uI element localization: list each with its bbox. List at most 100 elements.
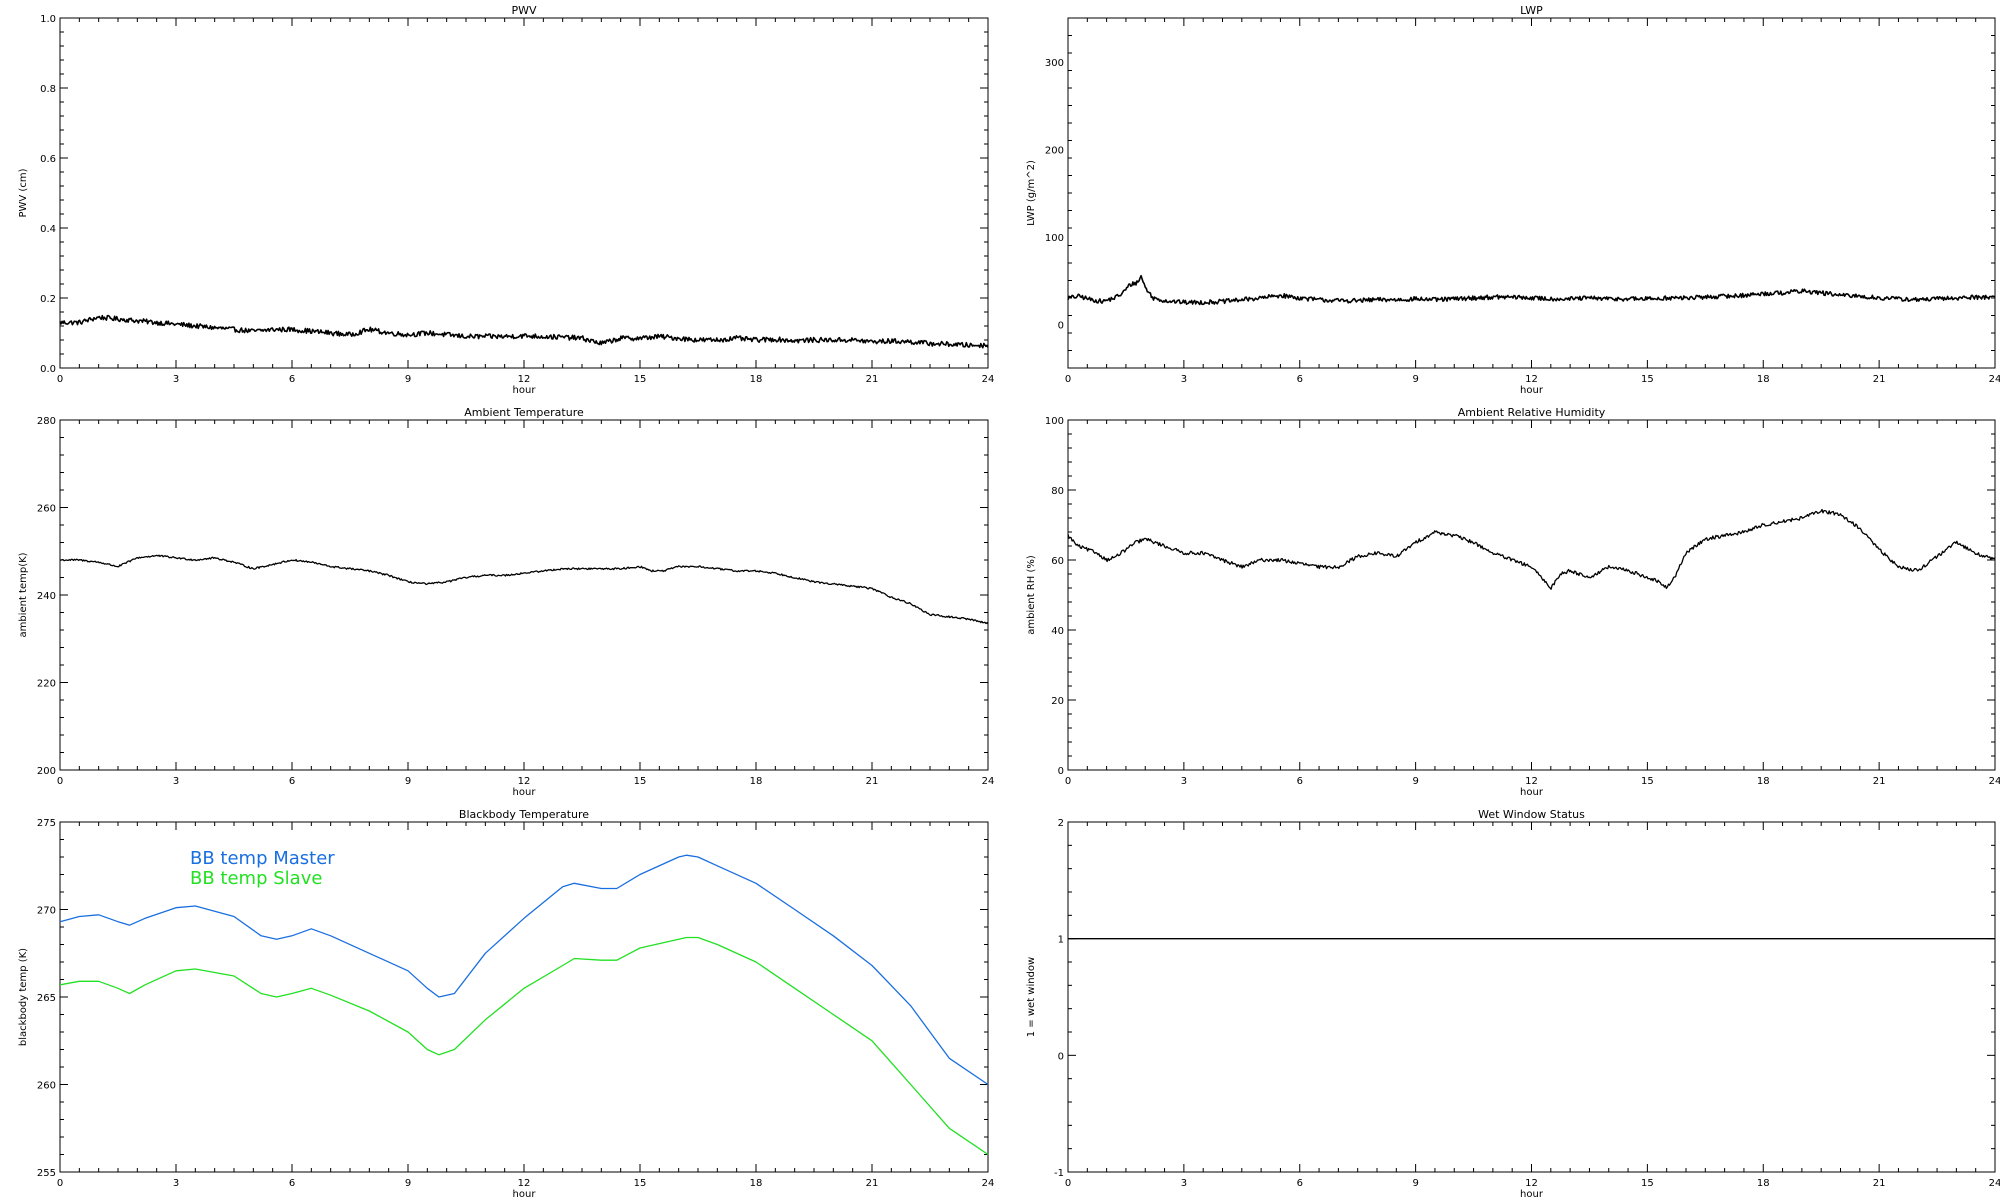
x-tick-label: 21 [1873, 374, 1886, 385]
y-tick-label: 0.8 [40, 84, 56, 95]
x-tick-label: 18 [750, 1178, 763, 1189]
y-tick-label: 40 [1051, 626, 1064, 637]
y-tick-label: 0.0 [40, 364, 56, 375]
x-tick-label: 15 [634, 374, 647, 385]
x-tick-label: 18 [750, 374, 763, 385]
chart-title: Blackbody Temperature [459, 808, 589, 821]
x-tick-label: 24 [982, 1178, 995, 1189]
y-tick-label: 200 [1045, 145, 1064, 156]
x-tick-label: 21 [866, 1178, 879, 1189]
plot-frame [1067, 419, 1996, 771]
y-tick-label: 275 [37, 818, 56, 829]
blackbody-temperature-chart: Blackbody Temperature 0 3 6 9 12 15 18 21 24 hour 2… [18, 808, 994, 1200]
pwv-chart: PWV 0 3 6 9 12 15 18 21 24 hour 0.0 0.2 0.4 0.6 0.8 1.0 P… [18, 4, 994, 396]
y-tick-label: 255 [37, 1168, 56, 1179]
y-axis-label: PWV (cm) [18, 168, 29, 217]
legend-entry: BB temp Slave [190, 868, 322, 889]
y-tick-label: 0 [1058, 1051, 1064, 1062]
x-tick-label: 18 [1757, 1178, 1770, 1189]
legend-entry: BB temp Master [190, 848, 335, 869]
y-tick-label: 100 [1045, 233, 1064, 244]
x-tick-label: 12 [1525, 776, 1538, 787]
y-axis-label: ambient temp(K) [18, 552, 29, 637]
x-tick-label: 9 [1412, 776, 1418, 787]
x-tick-label: 0 [57, 1178, 63, 1189]
x-tick-label: 21 [866, 776, 879, 787]
y-tick-label: 80 [1051, 486, 1064, 497]
y-tick-label: -1 [1054, 1168, 1064, 1179]
y-tick-label: 220 [37, 679, 56, 690]
chart-title: Ambient Temperature [464, 406, 584, 419]
y-tick-label: 240 [37, 591, 56, 602]
series-line [59, 314, 989, 349]
series-line [1067, 508, 1996, 590]
x-tick-label: 6 [289, 374, 295, 385]
plot-frame [1067, 821, 1996, 1173]
x-tick-label: 15 [1641, 776, 1654, 787]
x-tick-label: 21 [866, 374, 879, 385]
x-tick-label: 18 [1757, 374, 1770, 385]
x-axis-label: hour [1520, 787, 1544, 798]
y-axis-label: LWP (g/m^2) [1026, 160, 1037, 226]
lwp-chart: LWP 0 3 6 9 12 15 18 21 24 hour 0 100 200 300 LWP (g/m^… [1026, 4, 2000, 396]
x-tick-label: 6 [1297, 776, 1303, 787]
plot-frame [59, 17, 989, 369]
ambient-temperature-chart: Ambient Temperature 0 3 6 9 12 15 18 21 24 hour 200… [18, 406, 994, 798]
x-tick-label: 12 [518, 1178, 531, 1189]
x-tick-label: 9 [1412, 1178, 1418, 1189]
x-tick-label: 21 [1873, 776, 1886, 787]
chart-title: Ambient Relative Humidity [1458, 406, 1606, 419]
chart-title: PWV [511, 4, 537, 17]
x-tick-label: 3 [173, 1178, 179, 1189]
y-tick-label: 20 [1051, 696, 1064, 707]
x-tick-label: 6 [289, 1178, 295, 1189]
y-tick-label: 1.0 [40, 14, 56, 25]
y-tick-label: 260 [37, 1081, 56, 1092]
y-tick-label: 0.2 [40, 294, 56, 305]
x-tick-label: 24 [1989, 374, 2000, 385]
x-tick-label: 6 [289, 776, 295, 787]
x-tick-label: 12 [518, 374, 531, 385]
x-tick-label: 9 [405, 374, 411, 385]
y-tick-label: 0.6 [40, 154, 56, 165]
y-axis-label: blackbody temp (K) [18, 948, 29, 1046]
y-tick-label: 2 [1058, 818, 1064, 829]
x-tick-label: 3 [173, 776, 179, 787]
y-tick-label: 100 [1045, 416, 1064, 427]
y-axis-label: ambient RH (%) [1026, 555, 1037, 635]
y-tick-label: 265 [37, 993, 56, 1004]
x-tick-label: 15 [634, 1178, 647, 1189]
chart-title: Wet Window Status [1478, 808, 1585, 821]
y-axis-label: 1 = wet window [1026, 957, 1037, 1037]
chart-title: LWP [1520, 4, 1543, 17]
x-tick-label: 9 [405, 776, 411, 787]
x-axis-label: hour [513, 385, 537, 396]
x-tick-label: 0 [57, 776, 63, 787]
y-tick-label: 280 [37, 416, 56, 427]
x-tick-label: 0 [57, 374, 63, 385]
x-tick-label: 3 [173, 374, 179, 385]
series-line-bb-temp-slave [59, 936, 989, 1156]
x-axis-label: hour [513, 787, 537, 798]
plot-frame [1067, 17, 1996, 369]
x-tick-label: 9 [1412, 374, 1418, 385]
x-tick-label: 9 [405, 1178, 411, 1189]
y-tick-label: 270 [37, 906, 56, 917]
series-line [59, 554, 989, 625]
y-tick-label: 0.4 [40, 224, 56, 235]
series-line [1067, 274, 1996, 306]
x-tick-label: 15 [1641, 1178, 1654, 1189]
x-tick-label: 3 [1181, 374, 1187, 385]
y-tick-label: 0 [1058, 320, 1064, 331]
y-tick-label: 0 [1058, 766, 1064, 777]
x-tick-label: 12 [1525, 1178, 1538, 1189]
y-tick-label: 200 [37, 766, 56, 777]
x-tick-label: 12 [518, 776, 531, 787]
x-tick-label: 21 [1873, 1178, 1886, 1189]
ambient-relative-humidity-chart: Ambient Relative Humidity 0 3 6 9 12 15 18 21 24 h… [1026, 406, 2000, 798]
x-tick-label: 15 [1641, 374, 1654, 385]
plot-frame [59, 419, 989, 771]
x-tick-label: 3 [1181, 1178, 1187, 1189]
x-tick-label: 12 [1525, 374, 1538, 385]
